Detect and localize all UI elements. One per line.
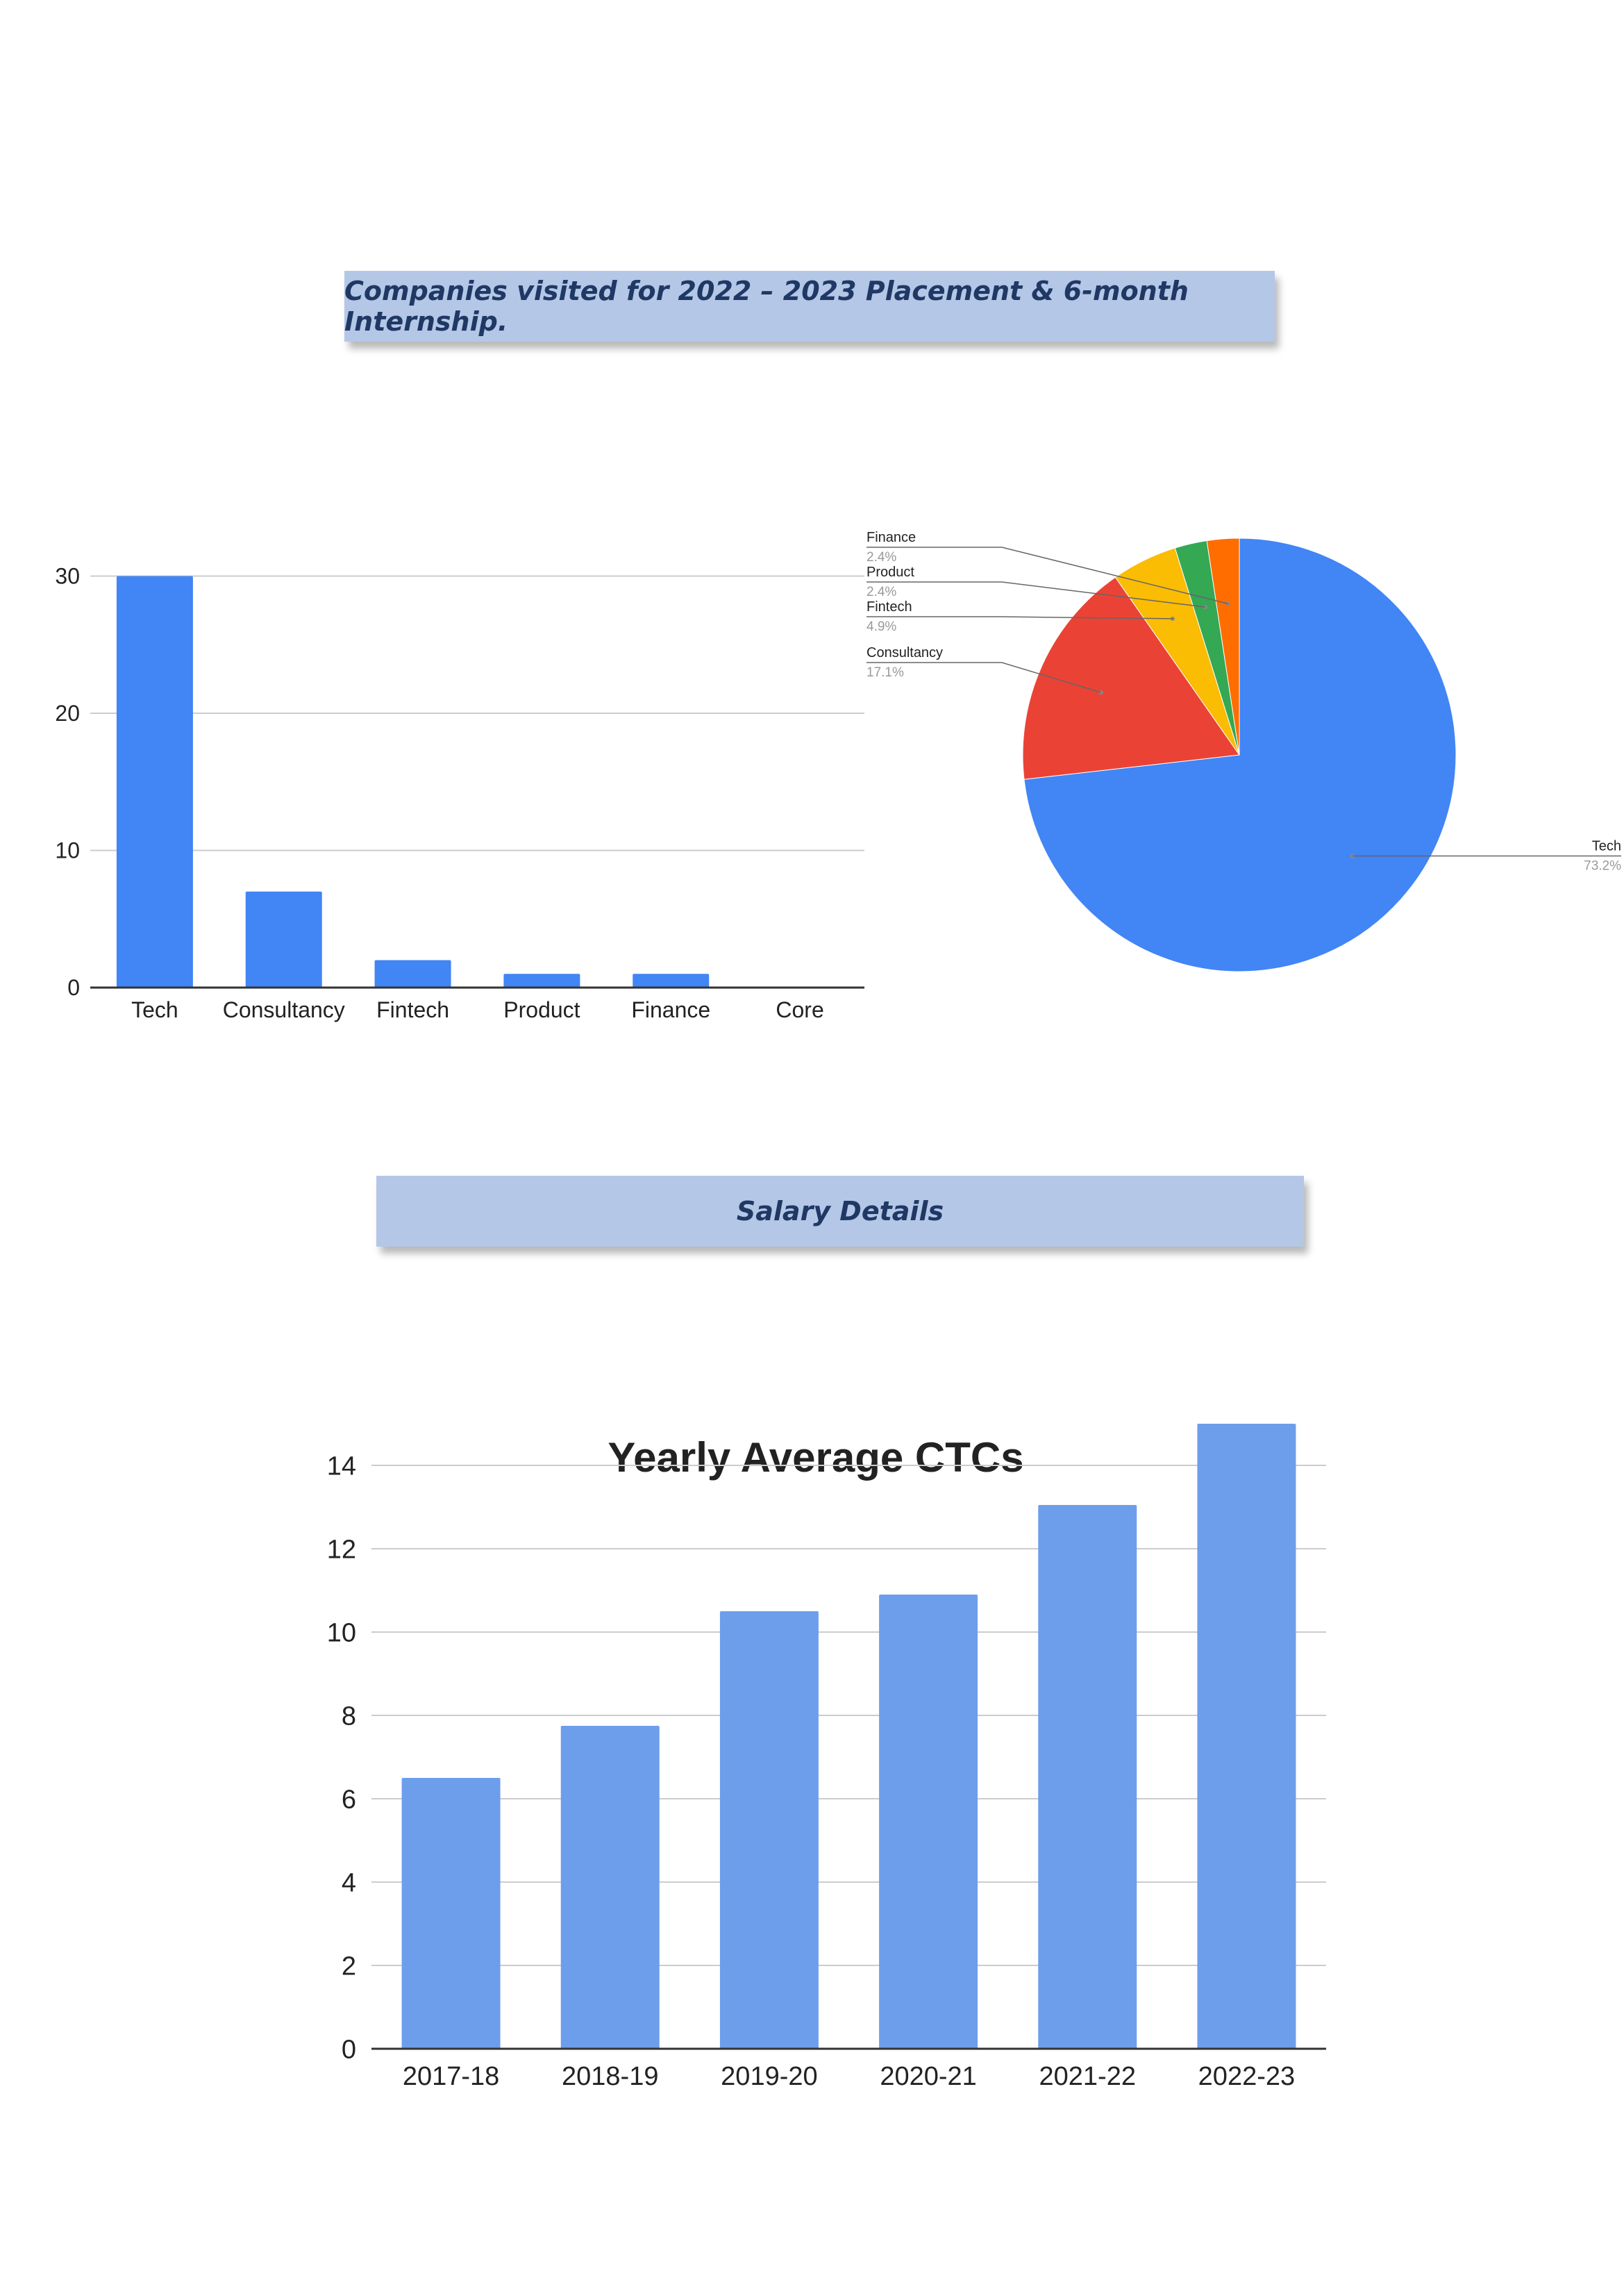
ctc-y-tick: 2 (342, 1952, 356, 1981)
pie-leader-line (867, 581, 1206, 608)
salary-banner-text: Salary Details (736, 1196, 944, 1226)
pie-label-consultancy: Consultancy (867, 645, 943, 660)
companies-pie-chart: Tech 73.2% Consultancy 17.1% Fintech 4.9% Prod… (867, 530, 1621, 972)
ctc-bar-chart: Yearly Average CTCs 0 2 4 6 8 10 12 14 2017-18 201… (327, 1424, 1326, 2091)
companies-banner-text: Companies visited for 2022 – 2023 Placem… (344, 276, 1189, 337)
pie-pct-consultancy: 17.1% (867, 665, 904, 680)
ctc-y-tick: 8 (342, 1702, 356, 1731)
ctc-x-tick: 2019-20 (721, 2062, 817, 2091)
pie-leader-line (867, 547, 1228, 604)
companies-bar-fintech (374, 960, 451, 988)
ctc-y-tick: 4 (342, 1868, 356, 1897)
companies-x-tick: Product (503, 997, 580, 1022)
ctc-bar-2022-23 (1197, 1424, 1296, 2049)
ctc-y-tick: 6 (342, 1785, 356, 1814)
companies-bar-chart: 0 10 20 30 Tech Consultancy Fintech Product Fina… (55, 564, 864, 1022)
ctc-bar-2019-20 (719, 1611, 819, 2049)
companies-bar-finance (633, 974, 710, 988)
companies-y-tick: 10 (55, 838, 80, 863)
pie-slice-tech (1023, 538, 1457, 972)
pie-slice-consultancy (1022, 576, 1240, 780)
companies-x-tick: Tech (131, 997, 178, 1022)
companies-bar-tech (116, 576, 193, 988)
pie-pct-tech: 73.2% (1584, 858, 1621, 873)
pie-pct-finance: 2.4% (867, 550, 896, 565)
pie-pct-product: 2.4% (867, 585, 896, 599)
pie-label-product: Product (867, 565, 914, 580)
companies-x-tick: Fintech (376, 997, 449, 1022)
companies-y-tick: 20 (55, 701, 80, 726)
pie-label-finance: Finance (867, 530, 916, 545)
pie-pct-fintech: 4.9% (867, 619, 896, 634)
ctc-bar-2021-22 (1038, 1505, 1137, 2049)
ctc-bar-2020-21 (879, 1595, 978, 2049)
ctc-bar-2018-19 (560, 1726, 660, 2049)
pie-leader-line (867, 662, 1102, 693)
companies-x-tick: Consultancy (223, 997, 345, 1022)
ctc-x-tick: 2021-22 (1039, 2062, 1136, 2091)
companies-x-tick: Core (776, 997, 823, 1022)
ctc-x-tick: 2017-18 (403, 2062, 499, 2091)
pie-slice-finance (1206, 538, 1240, 756)
companies-y-tick: 0 (67, 975, 80, 1000)
companies-y-tick: 30 (55, 564, 80, 589)
pie-label-tech: Tech (1592, 838, 1621, 854)
salary-banner: Salary Details (376, 1176, 1304, 1247)
companies-x-tick: Finance (631, 997, 710, 1022)
ctc-y-tick: 12 (327, 1535, 356, 1564)
ctc-title: Yearly Average CTCs (608, 1434, 1023, 1481)
ctc-y-tick: 10 (327, 1618, 356, 1647)
ctc-x-tick: 2022-23 (1198, 2062, 1295, 2091)
ctc-bar-2017-18 (401, 1778, 501, 2049)
ctc-x-tick: 2020-21 (880, 2062, 976, 2091)
ctc-y-tick: 0 (342, 2035, 356, 2064)
companies-banner: Companies visited for 2022 – 2023 Placem… (344, 271, 1275, 342)
pie-label-fintech: Fintech (867, 599, 912, 615)
ctc-y-tick: 14 (327, 1451, 356, 1481)
companies-bar-consultancy (245, 891, 322, 988)
pie-leader-dot (1203, 605, 1208, 610)
ctc-x-tick: 2018-19 (562, 2062, 658, 2091)
pie-leader-line (867, 616, 1173, 619)
companies-bar-product (503, 974, 580, 988)
